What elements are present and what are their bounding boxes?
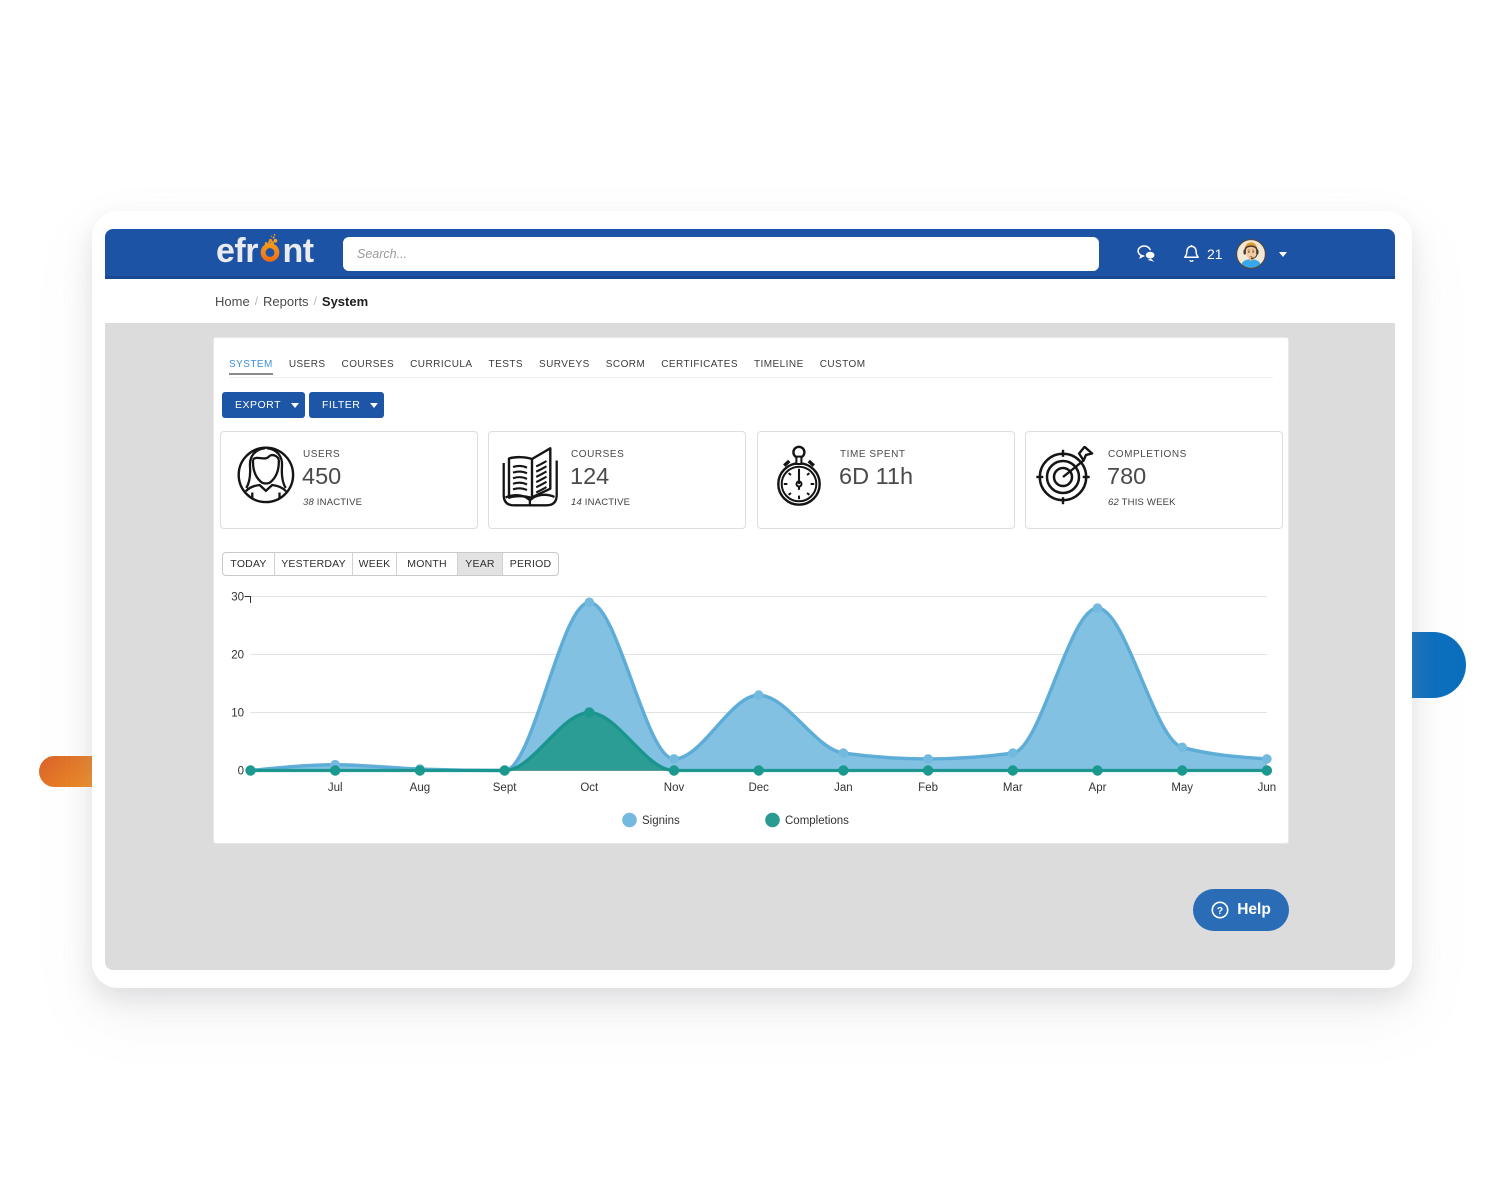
svg-text:Sept: Sept — [493, 782, 517, 794]
svg-text:Signins: Signins — [642, 815, 680, 827]
svg-text:?: ? — [1217, 905, 1223, 917]
svg-text:May: May — [1171, 782, 1193, 794]
svg-text:Mar: Mar — [1003, 782, 1023, 794]
svg-text:Jul: Jul — [328, 782, 343, 794]
svg-text:Feb: Feb — [918, 782, 938, 794]
svg-text:Jun: Jun — [1258, 782, 1277, 794]
svg-text:30: 30 — [231, 592, 244, 604]
svg-text:Aug: Aug — [410, 782, 430, 794]
svg-text:Oct: Oct — [580, 782, 599, 794]
svg-text:20: 20 — [231, 650, 244, 662]
svg-text:Apr: Apr — [1089, 782, 1107, 794]
svg-text:Completions: Completions — [785, 815, 849, 827]
svg-text:0: 0 — [238, 766, 244, 778]
svg-text:Jan: Jan — [834, 782, 853, 794]
svg-text:10: 10 — [231, 708, 244, 720]
svg-text:Nov: Nov — [664, 782, 685, 794]
svg-text:Dec: Dec — [748, 782, 769, 794]
